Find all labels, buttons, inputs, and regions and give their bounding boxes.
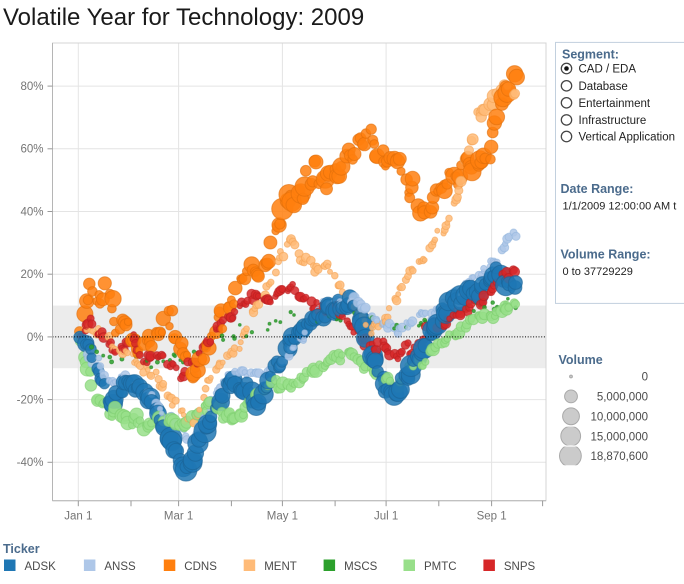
svg-text:MENT: MENT [264, 561, 297, 573]
svg-text:May 1: May 1 [267, 510, 298, 522]
svg-text:Jul 1: Jul 1 [374, 510, 398, 522]
svg-text:-40%: -40% [17, 457, 44, 469]
svg-text:Date Range:: Date Range: [561, 182, 634, 196]
svg-text:ANSS: ANSS [104, 561, 136, 573]
svg-text:Volume: Volume [559, 353, 603, 367]
svg-text:Segment:: Segment: [562, 48, 619, 62]
svg-text:Infrastructure: Infrastructure [579, 115, 647, 127]
svg-text:CAD / EDA: CAD / EDA [579, 64, 637, 76]
svg-text:SNPS: SNPS [504, 561, 536, 573]
svg-text:Entertainment: Entertainment [579, 98, 651, 110]
svg-text:Ticker: Ticker [3, 542, 40, 556]
svg-text:20%: 20% [20, 269, 43, 281]
svg-text:MSCS: MSCS [344, 561, 378, 573]
svg-text:Volatile Year for Technology:: Volatile Year for Technology: 2009 [3, 4, 364, 31]
svg-text:Sep 1: Sep 1 [477, 510, 507, 522]
svg-text:PMTC: PMTC [424, 561, 457, 573]
svg-text:60%: 60% [20, 144, 43, 156]
svg-text:10,000,000: 10,000,000 [590, 412, 648, 424]
svg-text:-20%: -20% [17, 395, 44, 407]
svg-text:ADSK: ADSK [25, 561, 57, 573]
svg-text:80%: 80% [20, 81, 43, 93]
svg-text:Mar 1: Mar 1 [164, 510, 193, 522]
svg-text:Volume Range:: Volume Range: [561, 248, 651, 262]
svg-text:15,000,000: 15,000,000 [590, 431, 648, 443]
svg-text:Jan 1: Jan 1 [64, 510, 92, 522]
svg-text:1/1/2009 12:00:00 AM t: 1/1/2009 12:00:00 AM t [563, 201, 677, 213]
svg-text:Database: Database [579, 81, 628, 93]
svg-text:5,000,000: 5,000,000 [597, 392, 648, 404]
svg-text:40%: 40% [20, 206, 43, 218]
svg-text:0: 0 [642, 372, 648, 384]
svg-text:Vertical Application: Vertical Application [579, 132, 676, 144]
svg-text:0%: 0% [27, 332, 44, 344]
svg-text:18,870,600: 18,870,600 [590, 451, 648, 463]
svg-text:0 to 37729229: 0 to 37729229 [563, 266, 633, 278]
svg-text:CDNS: CDNS [184, 561, 217, 573]
